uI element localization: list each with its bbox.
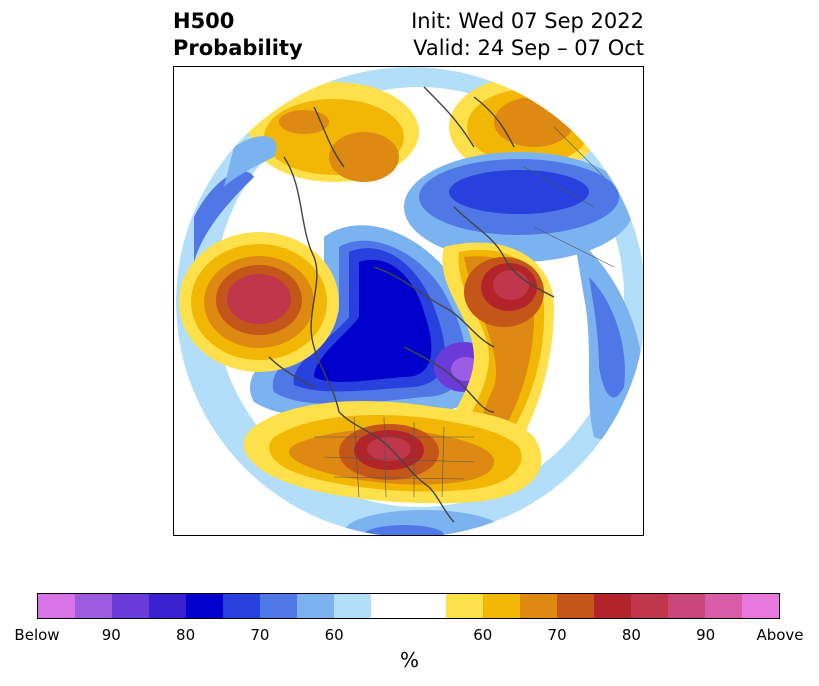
- colorbar: [37, 593, 780, 619]
- colorbar-segment: [149, 594, 187, 618]
- title-type: Probability: [173, 36, 303, 60]
- colorbar-segment: [371, 594, 446, 618]
- chart-dates: Init: Wed 07 Sep 2022 Valid: 24 Sep – 07…: [411, 8, 644, 62]
- colorbar-segment: [223, 594, 261, 618]
- valid-range: Valid: 24 Sep – 07 Oct: [413, 36, 644, 60]
- colorbar-tick-label: Below: [14, 626, 60, 644]
- chart-title: H500 Probability: [173, 8, 303, 62]
- colorbar-segment: [556, 594, 594, 618]
- east-asia-below-anomaly: [194, 136, 277, 262]
- colorbar-tick-label: 70: [547, 626, 567, 644]
- colorbar-segment: [667, 594, 705, 618]
- colorbar-tick-label: Above: [756, 626, 804, 644]
- colorbar-segment: [482, 594, 520, 618]
- colorbar-segment: [334, 594, 372, 618]
- probability-map: [173, 66, 644, 536]
- init-date: Init: Wed 07 Sep 2022: [411, 9, 644, 33]
- north-pacific-above-anomaly: [179, 232, 339, 372]
- colorbar-segment: [186, 594, 224, 618]
- colorbar-segment: [38, 594, 76, 618]
- colorbar-tick-label: 80: [621, 626, 641, 644]
- title-variable: H500: [173, 9, 235, 33]
- south-below-anomaly: [344, 510, 504, 535]
- greenland-above-anomaly: [249, 82, 419, 182]
- colorbar-tick-label: 70: [250, 626, 270, 644]
- siberia-below-anomaly: [404, 152, 634, 262]
- map-canvas: [176, 67, 643, 535]
- colorbar-segment: [741, 594, 779, 618]
- coastlines: [268, 86, 555, 523]
- colorbar-tick-label: 60: [324, 626, 344, 644]
- colorbar-ticks: Below 90 80 70 60 60 70 80 90 Above: [0, 626, 819, 646]
- colorbar-tick-label: 90: [101, 626, 121, 644]
- colorbar-segment: [630, 594, 668, 618]
- colorbar-segment: [593, 594, 631, 618]
- colorbar-tick-label: 60: [473, 626, 493, 644]
- colorbar-unit: %: [399, 648, 419, 672]
- colorbar-segment: [75, 594, 113, 618]
- colorbar-segment: [112, 594, 150, 618]
- colorbar-tick-label: 80: [176, 626, 196, 644]
- central-asia-below-anomaly: [574, 237, 643, 440]
- colorbar-segment: [445, 594, 483, 618]
- colorbar-segment: [297, 594, 335, 618]
- colorbar-segment: [704, 594, 742, 618]
- colorbar-segment: [519, 594, 557, 618]
- colorbar-tick-label: 90: [696, 626, 716, 644]
- colorbar-segment: [260, 594, 298, 618]
- country-borders: [314, 126, 615, 498]
